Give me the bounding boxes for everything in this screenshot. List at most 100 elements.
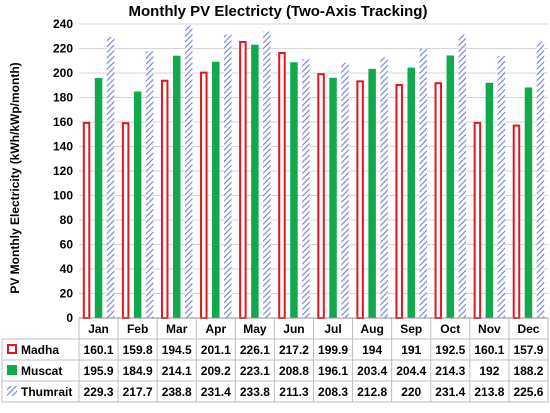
x-tick-jan: Jan <box>88 322 109 336</box>
data-label-muscat-jul: 196.1 <box>318 364 348 378</box>
bar-muscat-apr <box>212 61 220 318</box>
y-tick-120: 120 <box>53 164 73 178</box>
y-tick-160: 160 <box>53 115 73 129</box>
bar-thumrait-aug <box>380 57 388 318</box>
x-tick-oct: Oct <box>440 322 460 336</box>
x-tick-sep: Sep <box>400 322 422 336</box>
x-tick-feb: Feb <box>127 322 148 336</box>
x-tick-apr: Apr <box>205 322 226 336</box>
data-label-madha-may: 226.1 <box>240 343 270 357</box>
bar-madha-mar <box>160 79 169 319</box>
x-tick-jun: Jun <box>283 322 304 336</box>
y-tick-20: 20 <box>60 287 74 301</box>
bar-muscat-aug <box>368 68 376 319</box>
bar-thumrait-jul <box>341 62 349 318</box>
y-axis-label: PV Monthly Electricity (kWh/kWp/month) <box>8 62 22 293</box>
data-label-muscat-aug: 203.4 <box>357 364 387 378</box>
bar-madha-nov <box>473 121 482 319</box>
data-table: Jan Feb Mar Apr May Jun Jul Aug Sep Oct Nov Dec Madh… <box>1 317 549 403</box>
x-tick-aug: Aug <box>360 322 383 336</box>
bar-madha-jun <box>278 51 286 320</box>
data-label-thumrait-aug: 212.8 <box>357 385 387 399</box>
bar-thumrait-nov <box>497 56 506 318</box>
bar-madha-feb <box>121 122 130 320</box>
data-label-madha-jun: 217.2 <box>279 343 309 357</box>
x-tick-dec: Dec <box>517 322 539 336</box>
bar-thumrait-dec <box>536 41 545 318</box>
data-label-madha-oct: 192.5 <box>435 343 465 357</box>
data-label-muscat-apr: 209.2 <box>201 364 231 378</box>
data-label-muscat-feb: 184.9 <box>123 364 153 378</box>
x-tick-jul: Jul <box>324 322 341 336</box>
bar-thumrait-oct <box>458 34 467 318</box>
y-tick-100: 100 <box>53 189 73 203</box>
x-tick-nov: Nov <box>478 322 501 336</box>
legend-label-thumrait: Thumrait <box>21 385 72 399</box>
bar-muscat-may <box>251 44 259 318</box>
bar-muscat-jul <box>329 77 337 318</box>
x-tick-mar: Mar <box>166 322 188 336</box>
legend-key-madha <box>7 344 17 354</box>
data-label-madha-sep: 191 <box>401 343 421 357</box>
data-label-madha-feb: 159.8 <box>123 343 153 357</box>
data-label-muscat-mar: 214.1 <box>162 364 192 378</box>
data-label-thumrait-feb: 217.7 <box>123 385 153 399</box>
data-label-thumrait-jul: 208.3 <box>318 385 348 399</box>
y-tick-240: 240 <box>53 17 73 31</box>
legend-label-madha: Madha <box>21 343 59 357</box>
data-label-muscat-nov: 192 <box>479 364 499 378</box>
bars <box>82 25 545 320</box>
bar-muscat-jun <box>290 62 298 318</box>
data-label-thumrait-may: 233.8 <box>240 385 270 399</box>
data-label-thumrait-dec: 225.6 <box>513 385 543 399</box>
bar-thumrait-sep <box>419 48 427 318</box>
bar-madha-sep <box>395 84 403 320</box>
data-label-madha-apr: 201.1 <box>201 343 231 357</box>
data-label-thumrait-sep: 220 <box>401 385 421 399</box>
bar-madha-may <box>239 41 247 320</box>
data-label-madha-jul: 199.9 <box>318 343 348 357</box>
bar-madha-oct <box>434 82 443 319</box>
legend-label-muscat: Muscat <box>21 364 62 378</box>
y-tick-40: 40 <box>60 262 74 276</box>
bar-muscat-feb <box>133 91 142 318</box>
data-label-muscat-may: 223.1 <box>240 364 270 378</box>
legend-key-muscat <box>7 365 17 375</box>
y-tick-140: 140 <box>53 140 73 154</box>
data-label-madha-dec: 157.9 <box>513 343 543 357</box>
y-tick-0: 0 <box>66 311 73 325</box>
data-label-muscat-sep: 204.4 <box>396 364 426 378</box>
bar-thumrait-jan <box>106 37 115 319</box>
data-label-muscat-jun: 208.8 <box>279 364 309 378</box>
bar-thumrait-may <box>263 31 271 318</box>
chart-title: Monthly PV Electricty (Two-Axis Tracking… <box>129 3 428 20</box>
bar-thumrait-feb <box>145 51 154 318</box>
data-label-thumrait-oct: 231.4 <box>435 385 465 399</box>
data-label-madha-nov: 160.1 <box>474 343 504 357</box>
y-tick-60: 60 <box>60 238 74 252</box>
y-tick-180: 180 <box>53 91 73 105</box>
data-label-thumrait-jan: 229.3 <box>84 385 114 399</box>
data-label-muscat-dec: 188.2 <box>513 364 543 378</box>
y-tick-200: 200 <box>53 66 73 80</box>
y-tick-80: 80 <box>60 213 74 227</box>
bar-thumrait-jun <box>302 59 310 318</box>
data-label-madha-aug: 194 <box>362 343 382 357</box>
x-tick-may: May <box>243 322 267 336</box>
bar-muscat-sep <box>407 67 415 318</box>
bar-muscat-nov <box>485 82 494 318</box>
data-label-thumrait-mar: 238.8 <box>162 385 192 399</box>
bar-madha-jan <box>82 121 91 319</box>
legend-key-thumrait <box>7 386 17 396</box>
data-label-madha-mar: 194.5 <box>162 343 192 357</box>
y-tick-labels: 0 20 40 60 80 100 120 140 160 180 200 220 240 <box>53 17 73 325</box>
data-label-thumrait-nov: 213.8 <box>474 385 504 399</box>
bar-madha-dec <box>512 124 521 320</box>
data-label-thumrait-apr: 231.4 <box>201 385 231 399</box>
data-label-thumrait-jun: 211.3 <box>279 385 309 399</box>
bar-madha-apr <box>200 71 208 319</box>
bar-muscat-jan <box>94 78 103 319</box>
bar-madha-aug <box>356 80 364 319</box>
